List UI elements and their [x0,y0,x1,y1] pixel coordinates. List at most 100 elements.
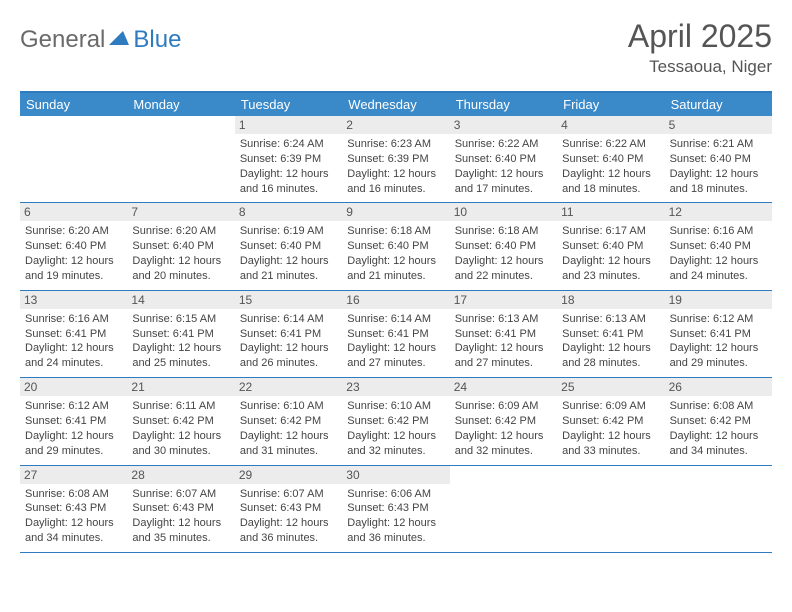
day-number: 20 [20,378,127,396]
day-number: 11 [557,203,664,221]
calendar-cell: 11 Sunrise: 6:17 AMSunset: 6:40 PMDayligh… [557,203,664,290]
day-info: Sunrise: 6:14 AMSunset: 6:41 PMDaylight:… [240,312,337,371]
day-number: 17 [450,291,557,309]
day-info: Sunrise: 6:20 AMSunset: 6:40 PMDaylight:… [132,224,229,283]
location-label: Tessaoua, Niger [628,57,772,77]
day-info: Sunrise: 6:17 AMSunset: 6:40 PMDaylight:… [562,224,659,283]
day-info: Sunrise: 6:09 AMSunset: 6:42 PMDaylight:… [562,399,659,458]
day-number: 6 [20,203,127,221]
day-number: 16 [342,291,449,309]
calendar-cell: 21 Sunrise: 6:11 AMSunset: 6:42 PMDayligh… [127,378,234,465]
calendar-cell: 6Sunrise: 6:20 AMSunset: 6:40 PMDaylight… [20,203,127,290]
calendar-cell: 13 Sunrise: 6:16 AMSunset: 6:41 PMDayligh… [20,291,127,378]
logo: General Blue [20,18,181,54]
day-info: Sunrise: 6:09 AMSunset: 6:42 PMDaylight:… [455,399,552,458]
day-info: Sunrise: 6:15 AMSunset: 6:41 PMDaylight:… [132,312,229,371]
day-number: 14 [127,291,234,309]
logo-text-blue: Blue [133,26,181,54]
calendar-cell: 7 Sunrise: 6:20 AMSunset: 6:40 PMDaylight… [127,203,234,290]
weekday-header: Saturday [665,93,772,116]
day-number: 19 [665,291,772,309]
calendar-cell: 12 Sunrise: 6:16 AMSunset: 6:40 PMDayligh… [665,203,772,290]
day-info: Sunrise: 6:16 AMSunset: 6:41 PMDaylight:… [25,312,122,371]
calendar-cell: 19 Sunrise: 6:12 AMSunset: 6:41 PMDayligh… [665,291,772,378]
day-number: 9 [342,203,449,221]
calendar-cell: 27 Sunrise: 6:08 AMSunset: 6:43 PMDayligh… [20,466,127,553]
calendar-cell: 4 Sunrise: 6:22 AMSunset: 6:40 PMDaylight… [557,116,664,203]
day-info: Sunrise: 6:19 AMSunset: 6:40 PMDaylight:… [240,224,337,283]
day-number: 2 [342,116,449,134]
calendar-cell: .. [450,466,557,553]
day-number: 18 [557,291,664,309]
calendar-cell: 25 Sunrise: 6:09 AMSunset: 6:42 PMDayligh… [557,378,664,465]
day-number: 27 [20,466,127,484]
weekday-header: Tuesday [235,93,342,116]
header: General Blue April 2025 Tessaoua, Niger [20,18,772,77]
calendar-cell: 17 Sunrise: 6:13 AMSunset: 6:41 PMDayligh… [450,291,557,378]
day-info: Sunrise: 6:13 AMSunset: 6:41 PMDaylight:… [455,312,552,371]
weekday-header: Friday [557,93,664,116]
day-number: 8 [235,203,342,221]
calendar-cell: 30 Sunrise: 6:06 AMSunset: 6:43 PMDayligh… [342,466,449,553]
calendar-cell: 22 Sunrise: 6:10 AMSunset: 6:42 PMDayligh… [235,378,342,465]
calendar-cell: 23Sunrise: 6:10 AMSunset: 6:42 PMDayligh… [342,378,449,465]
day-number: 10 [450,203,557,221]
day-info: Sunrise: 6:10 AMSunset: 6:42 PMDaylight:… [347,399,444,458]
day-number: 21 [127,378,234,396]
day-info: Sunrise: 6:06 AMSunset: 6:43 PMDaylight:… [347,487,444,546]
day-number: 3 [450,116,557,134]
day-number: 4 [557,116,664,134]
day-number: 22 [235,378,342,396]
calendar-cell: 9 Sunrise: 6:18 AMSunset: 6:40 PMDaylight… [342,203,449,290]
month-title: April 2025 [628,18,772,55]
calendar-cell: 28 Sunrise: 6:07 AMSunset: 6:43 PMDayligh… [127,466,234,553]
calendar-cell: 3 Sunrise: 6:22 AMSunset: 6:40 PMDaylight… [450,116,557,203]
day-number: 12 [665,203,772,221]
day-info: Sunrise: 6:10 AMSunset: 6:42 PMDaylight:… [240,399,337,458]
day-number: 24 [450,378,557,396]
day-info: Sunrise: 6:21 AMSunset: 6:40 PMDaylight:… [670,137,767,196]
title-block: April 2025 Tessaoua, Niger [628,18,772,77]
weekday-header: Wednesday [342,93,449,116]
weekday-header: Monday [127,93,234,116]
day-number: 28 [127,466,234,484]
weekday-header: Sunday [20,93,127,116]
day-info: Sunrise: 6:12 AMSunset: 6:41 PMDaylight:… [670,312,767,371]
day-number: 29 [235,466,342,484]
calendar-cell: .. [557,466,664,553]
day-info: Sunrise: 6:18 AMSunset: 6:40 PMDaylight:… [347,224,444,283]
calendar-cell: 1 Sunrise: 6:24 AMSunset: 6:39 PMDaylight… [235,116,342,203]
calendar-cell: 8 Sunrise: 6:19 AMSunset: 6:40 PMDaylight… [235,203,342,290]
day-info: Sunrise: 6:16 AMSunset: 6:40 PMDaylight:… [670,224,767,283]
day-number: 15 [235,291,342,309]
day-number: 25 [557,378,664,396]
day-number: 7 [127,203,234,221]
day-number: 30 [342,466,449,484]
calendar-cell: 20 Sunrise: 6:12 AMSunset: 6:41 PMDayligh… [20,378,127,465]
day-info: Sunrise: 6:07 AMSunset: 6:43 PMDaylight:… [132,487,229,546]
day-number: 5 [665,116,772,134]
calendar-cell: 26Sunrise: 6:08 AMSunset: 6:42 PMDayligh… [665,378,772,465]
calendar-grid: SundayMondayTuesdayWednesdayThursdayFrid… [20,91,772,553]
logo-text-general: General [20,26,105,54]
day-number: 1 [235,116,342,134]
calendar-cell: 2 Sunrise: 6:23 AMSunset: 6:39 PMDaylight… [342,116,449,203]
logo-triangle-icon [109,29,131,52]
calendar-cell: 29Sunrise: 6:07 AMSunset: 6:43 PMDayligh… [235,466,342,553]
day-info: Sunrise: 6:11 AMSunset: 6:42 PMDaylight:… [132,399,229,458]
day-info: Sunrise: 6:23 AMSunset: 6:39 PMDaylight:… [347,137,444,196]
calendar-cell: .. [665,466,772,553]
day-number: 13 [20,291,127,309]
day-info: Sunrise: 6:12 AMSunset: 6:41 PMDaylight:… [25,399,122,458]
calendar-cell: 15 Sunrise: 6:14 AMSunset: 6:41 PMDayligh… [235,291,342,378]
calendar-cell: 24 Sunrise: 6:09 AMSunset: 6:42 PMDayligh… [450,378,557,465]
day-info: Sunrise: 6:22 AMSunset: 6:40 PMDaylight:… [455,137,552,196]
day-info: Sunrise: 6:24 AMSunset: 6:39 PMDaylight:… [240,137,337,196]
day-info: Sunrise: 6:13 AMSunset: 6:41 PMDaylight:… [562,312,659,371]
day-info: Sunrise: 6:08 AMSunset: 6:43 PMDaylight:… [25,487,122,546]
calendar-cell: 18 Sunrise: 6:13 AMSunset: 6:41 PMDayligh… [557,291,664,378]
day-info: Sunrise: 6:18 AMSunset: 6:40 PMDaylight:… [455,224,552,283]
day-info: Sunrise: 6:22 AMSunset: 6:40 PMDaylight:… [562,137,659,196]
day-info: Sunrise: 6:08 AMSunset: 6:42 PMDaylight:… [670,399,767,458]
calendar-cell: .. [20,116,127,203]
